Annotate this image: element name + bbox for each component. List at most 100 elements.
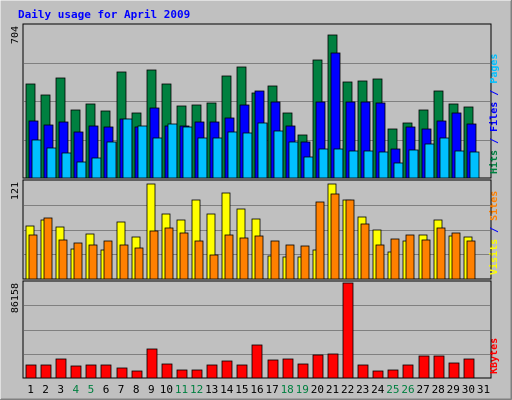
bar-kbytes-day-20 <box>312 354 324 379</box>
bar-sites-day-16 <box>254 235 264 280</box>
bar-kbytes-day-12 <box>191 369 203 379</box>
bar-sites-day-15 <box>239 237 249 280</box>
x-tick-label: 22 <box>341 383 354 396</box>
bar-kbytes-day-24 <box>372 370 384 379</box>
legend-part: / <box>489 221 500 239</box>
bar-sites-day-23 <box>360 223 370 280</box>
bar-pages-day-8 <box>137 125 148 179</box>
bar-pages-day-22 <box>348 150 359 179</box>
panel-mid: 121 Visits / Sites <box>10 179 500 280</box>
bar-pages-day-30 <box>469 151 480 179</box>
legend-part: Hits <box>488 150 500 174</box>
bar-kbytes-day-28 <box>433 355 445 379</box>
bar-sites-day-5 <box>88 244 98 280</box>
bar-pages-day-4 <box>76 161 87 179</box>
bars <box>25 282 475 379</box>
legend-part: KBytes <box>489 338 500 374</box>
bar-pages-day-3 <box>61 152 72 179</box>
x-tick-label: 7 <box>118 383 125 396</box>
bar-kbytes-day-19 <box>297 363 309 379</box>
bar-kbytes-day-13 <box>206 364 218 379</box>
y-max-label: 86158 <box>10 283 21 313</box>
bar-pages-day-9 <box>152 137 163 179</box>
x-axis-labels: 1 2 3 4 5 6 7 8 9 10 11 12 13 14 15 16 17 18 19 20 21 22 23 24 2… <box>27 383 490 396</box>
bar-sites-day-12 <box>194 240 204 280</box>
x-tick-label: 4 <box>72 383 79 396</box>
x-tick-label: 26 <box>401 383 414 396</box>
bar-pages-day-11 <box>182 126 193 179</box>
bar-sites-day-8 <box>134 247 144 280</box>
x-tick-label: 28 <box>432 383 445 396</box>
bar-kbytes-day-17 <box>267 359 279 379</box>
bar-pages-day-29 <box>454 150 465 179</box>
bar-sites-day-10 <box>164 227 174 280</box>
bar-sites-day-17 <box>270 240 280 280</box>
series-legend: Visits / Sites <box>488 191 500 275</box>
bar-sites-day-14 <box>224 234 234 280</box>
bar-sites-day-25 <box>390 238 400 280</box>
legend-part: Pages <box>489 54 500 84</box>
bar-sites-day-13 <box>209 254 219 280</box>
x-tick-label: 10 <box>160 383 173 396</box>
x-tick-label: 8 <box>133 383 140 396</box>
bar-sites-day-18 <box>285 244 295 280</box>
panel-bot: 86158 KBytes <box>10 280 500 379</box>
bar-pages-day-15 <box>242 132 253 179</box>
bar-kbytes-day-5 <box>85 364 97 379</box>
x-tick-label: 30 <box>462 383 475 396</box>
x-tick-label: 2 <box>42 383 49 396</box>
bar-kbytes-day-27 <box>418 355 430 379</box>
bar-pages-day-19 <box>303 156 314 179</box>
bar-kbytes-day-15 <box>236 364 248 379</box>
bar-sites-day-11 <box>179 232 189 280</box>
x-tick-label: 23 <box>356 383 369 396</box>
series-legend: KBytes <box>489 338 500 374</box>
bar-sites-day-27 <box>421 239 431 280</box>
bar-pages-day-12 <box>197 137 208 179</box>
x-tick-label: 5 <box>88 383 95 396</box>
bar-kbytes-day-25 <box>387 369 399 379</box>
legend-part: Sites <box>488 191 500 221</box>
legend-part: / <box>489 84 500 102</box>
legend-part: / <box>489 132 500 150</box>
bar-kbytes-day-10 <box>161 363 173 379</box>
bar-kbytes-day-3 <box>55 358 67 379</box>
bar-pages-day-23 <box>363 150 374 179</box>
bar-pages-day-18 <box>288 141 299 179</box>
bar-kbytes-day-11 <box>176 369 188 379</box>
bar-pages-day-5 <box>91 157 102 179</box>
x-tick-label: 24 <box>371 383 385 396</box>
bar-pages-day-26 <box>408 149 419 179</box>
bar-kbytes-day-16 <box>251 344 263 379</box>
bar-sites-day-21 <box>330 193 340 280</box>
bar-sites-day-3 <box>58 239 68 280</box>
bar-kbytes-day-1 <box>25 364 37 379</box>
bar-kbytes-day-30 <box>463 358 475 379</box>
bars <box>25 34 480 179</box>
x-tick-label: 21 <box>326 383 339 396</box>
y-max-label: 121 <box>10 182 21 200</box>
x-tick-label: 11 <box>175 383 188 396</box>
bar-sites-day-24 <box>375 244 385 280</box>
bar-pages-day-25 <box>393 162 404 179</box>
bar-sites-day-2 <box>43 217 53 280</box>
bar-sites-day-28 <box>436 227 446 280</box>
x-tick-label: 12 <box>190 383 203 396</box>
x-tick-label: 17 <box>265 383 278 396</box>
x-tick-label: 18 <box>281 383 294 396</box>
bar-kbytes-day-22 <box>342 282 354 379</box>
y-max-label: 704 <box>10 26 21 44</box>
bar-pages-day-10 <box>167 123 178 179</box>
bar-pages-day-16 <box>257 122 268 179</box>
bar-kbytes-day-26 <box>402 364 414 379</box>
bar-kbytes-day-14 <box>221 360 233 379</box>
bar-kbytes-day-2 <box>40 364 52 379</box>
bar-kbytes-day-29 <box>448 362 460 379</box>
legend-part: Visits <box>488 239 500 275</box>
x-tick-label: 6 <box>103 383 110 396</box>
x-tick-label: 13 <box>205 383 218 396</box>
bar-sites-day-9 <box>149 230 159 280</box>
bar-sites-day-6 <box>103 240 113 280</box>
